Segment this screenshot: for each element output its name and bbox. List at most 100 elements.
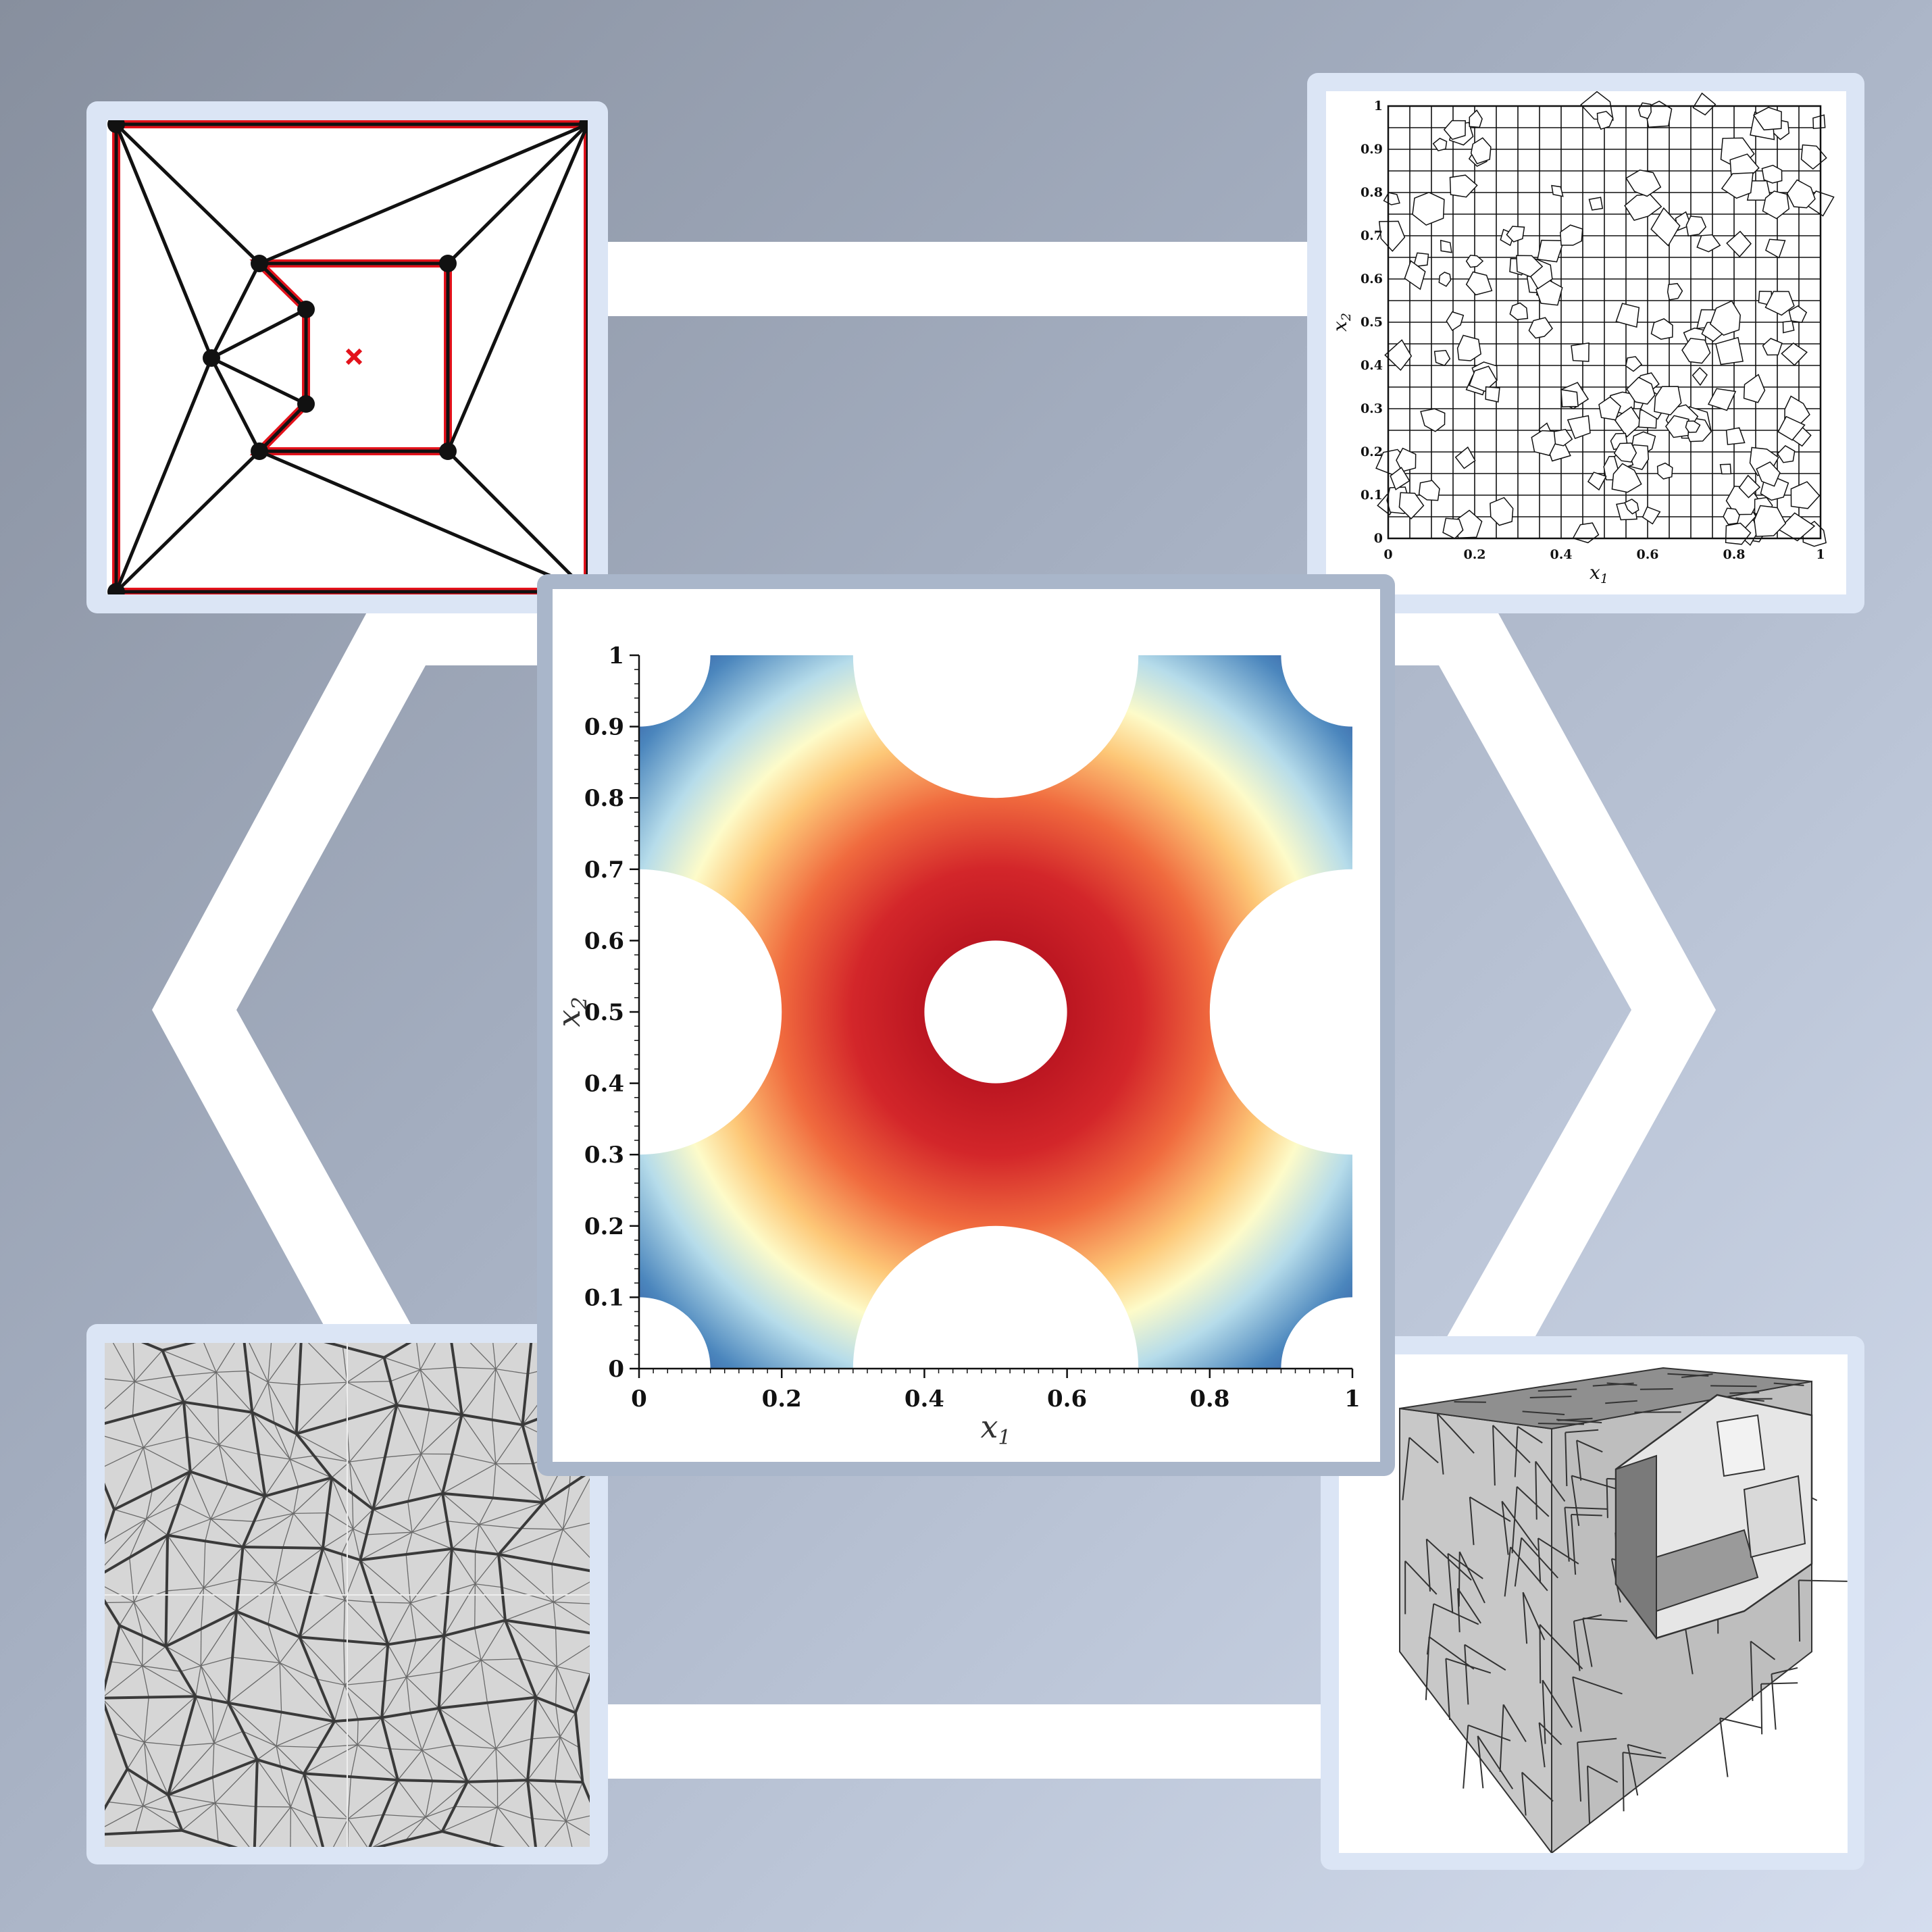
triangle-edge [276, 1746, 305, 1774]
triangle-edge [451, 1524, 480, 1550]
cell-edge [1577, 1737, 1617, 1744]
polygon-edge [441, 1414, 463, 1494]
triangle-edge [322, 1528, 354, 1549]
x-tick-label: 0.8 [1723, 547, 1745, 562]
triangle-edge [347, 1777, 352, 1819]
cell-edge [1605, 1400, 1637, 1404]
hole-6 [1281, 1297, 1352, 1369]
mesh-cell [1442, 517, 1464, 540]
triangle-edge [396, 1404, 422, 1454]
mesh-cells [1375, 91, 1835, 547]
triangle-edge [474, 1583, 476, 1628]
triangle-edge [289, 1458, 299, 1488]
cell-edge [1538, 1722, 1562, 1746]
triangle-edge [444, 1635, 482, 1660]
mesh-cell [1615, 303, 1640, 328]
polygon-edge [113, 1470, 191, 1511]
cell-edge [1583, 1617, 1628, 1622]
triangle-edge [406, 1671, 442, 1678]
triangle-edge [425, 1781, 468, 1818]
triangle-edge [535, 1697, 561, 1737]
mesh-cell [1719, 463, 1732, 475]
x-tick-label: 0.6 [1636, 547, 1658, 562]
y-tick-label: 0.1 [1361, 488, 1383, 503]
triangle-edge [422, 1750, 468, 1783]
triangle-edge [205, 1519, 211, 1542]
x-tick-label: 0.2 [1463, 547, 1485, 562]
triangle-edge [145, 1490, 153, 1519]
mesh-cell [1812, 114, 1826, 130]
triangle-edge [455, 1806, 498, 1808]
triangle-edge [332, 1819, 349, 1847]
polygon-edge [324, 1343, 385, 1359]
cell-edge [1404, 1560, 1438, 1595]
cell-edge [1433, 1603, 1479, 1625]
x-tick-label: 1 [1816, 547, 1825, 562]
x-tick-labels: 0 0.2 0.4 0.6 0.8 1 [631, 1386, 1361, 1413]
triangle-edge [480, 1659, 536, 1698]
cell-edge [1537, 1423, 1584, 1425]
cell-edge [1564, 1507, 1570, 1562]
mesh-cell [1721, 172, 1754, 199]
polygon-edge [299, 1635, 388, 1646]
polygon-edge [442, 1548, 454, 1636]
cell-edge [1522, 1410, 1565, 1415]
mesh-cell [1782, 320, 1795, 334]
y-tick-label: 1 [608, 642, 624, 669]
polygon-edge [498, 1553, 590, 1573]
triangle-edge [555, 1736, 561, 1781]
triangle-edge [201, 1656, 233, 1667]
triangle-edge [467, 1748, 497, 1783]
triangle-edge [265, 1496, 294, 1514]
triangle-edge [451, 1548, 476, 1585]
cell-edge [1477, 1735, 1484, 1789]
polygon-edge [397, 1779, 467, 1783]
mesh-cell [1490, 497, 1514, 526]
cell-edge [1492, 1425, 1496, 1486]
triangle-edge [251, 1381, 269, 1413]
triangle-edge [303, 1773, 349, 1819]
mesh-cell [1418, 480, 1440, 501]
cell-edge [1425, 1539, 1431, 1592]
mesh-cell [1528, 317, 1553, 339]
triangle-edge [349, 1461, 374, 1510]
triangle-edge [279, 1662, 317, 1680]
mesh-cell [1588, 197, 1604, 211]
mesh-cell [1743, 374, 1766, 403]
triangle-edge [469, 1343, 497, 1369]
triangle-edge [133, 1535, 168, 1603]
triangle-edge [275, 1583, 301, 1637]
triangle-edge [105, 1378, 135, 1383]
mesh-cell [1613, 442, 1637, 463]
triangle-edge [344, 1600, 388, 1645]
mesh-cell [1692, 367, 1708, 386]
triangle-edge [212, 1743, 215, 1778]
triangle-edge [144, 1742, 149, 1782]
triangle-edge [532, 1736, 561, 1739]
triangle-edge [491, 1419, 497, 1464]
triangle-edge [195, 1696, 215, 1744]
triangle-edge [275, 1548, 324, 1583]
triangle-edge [218, 1407, 220, 1445]
triangle-edge [557, 1666, 590, 1675]
x-tick-label: 0.8 [1190, 1386, 1229, 1413]
polygon-diagram-svg [107, 120, 588, 594]
polygon-edge [380, 1644, 390, 1718]
polygon-edge [441, 1493, 454, 1550]
cell-edge [1521, 1772, 1527, 1816]
triangle-edge [134, 1381, 184, 1403]
cell-edge [1537, 1538, 1542, 1583]
triangle-edge [290, 1806, 315, 1818]
triangle-edge [479, 1524, 522, 1529]
polygon-edge [236, 1610, 301, 1639]
triangle-edge [144, 1742, 169, 1796]
plot-frame [1387, 105, 1822, 540]
cell-edge [1492, 1425, 1531, 1464]
triangle-edge [257, 1746, 277, 1760]
y-tick-label: 0.9 [584, 714, 624, 741]
y-tick-label: 0 [1374, 531, 1383, 546]
triangle-edge [228, 1702, 277, 1747]
polygon-edge [243, 1545, 323, 1550]
triangle-edge [200, 1611, 237, 1667]
triangle-edge [353, 1528, 367, 1535]
